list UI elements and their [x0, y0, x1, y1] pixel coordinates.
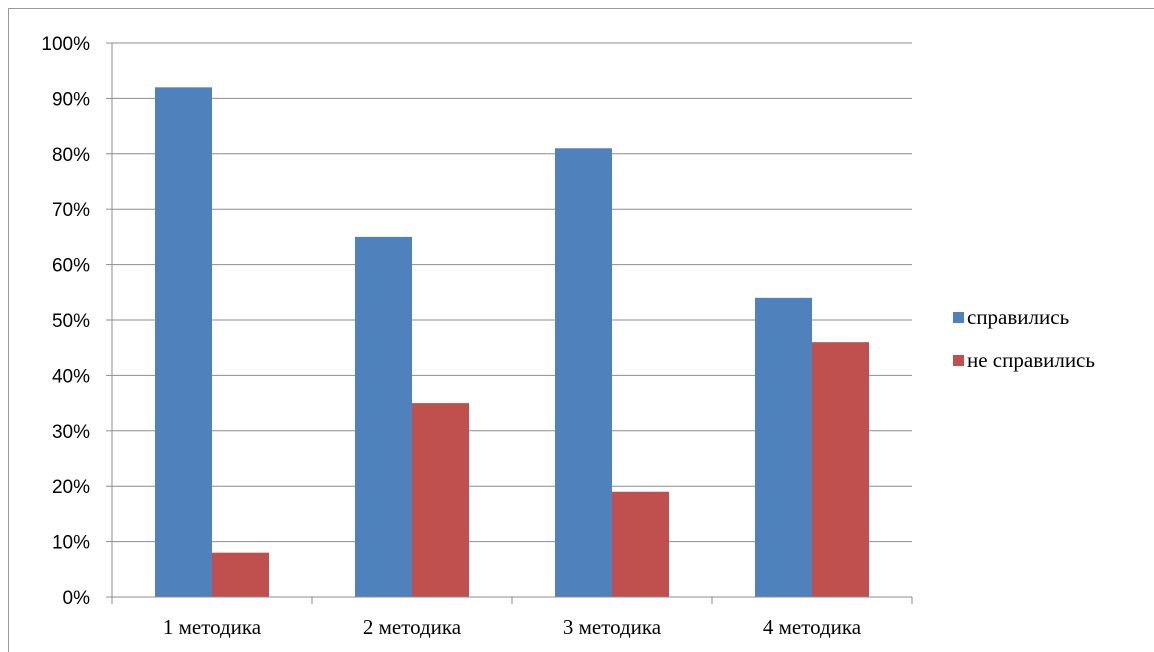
- legend-label: не справились: [967, 348, 1095, 372]
- x-tick-label: 3 методика: [563, 615, 662, 639]
- y-tick-label: 0%: [63, 588, 91, 609]
- x-tick-label: 1 методика: [163, 615, 262, 639]
- y-tick-label: 70%: [52, 200, 90, 221]
- bar-series2-4: [812, 342, 869, 597]
- legend-swatch: [953, 312, 964, 323]
- bar-series2-1: [212, 552, 269, 597]
- bar-series1-2: [355, 236, 412, 597]
- legend-swatch: [953, 355, 964, 366]
- bars: [155, 87, 869, 597]
- y-tick-label: 10%: [52, 533, 90, 554]
- bar-series1-4: [755, 297, 812, 597]
- bar-series2-2: [412, 403, 469, 597]
- x-tick-label: 4 методика: [763, 615, 862, 639]
- y-tick-label: 50%: [52, 311, 90, 332]
- y-tick-label: 100%: [41, 34, 90, 55]
- legend-label: справились: [967, 305, 1069, 329]
- bar-series1-1: [155, 87, 212, 597]
- y-tick-labels: 0% 10% 20% 30% 40% 50% 60% 70% 80% 90% 100%: [41, 34, 90, 609]
- x-tick-labels: 1 методика 2 методика 3 методика 4 методика: [163, 615, 862, 639]
- axes: [111, 43, 912, 598]
- y-tick-label: 30%: [52, 422, 90, 443]
- y-tick-label: 60%: [52, 256, 90, 277]
- y-tick-label: 20%: [52, 477, 90, 498]
- y-tick-label: 90%: [52, 89, 90, 110]
- bar-series2-3: [612, 491, 669, 597]
- x-tick-label: 2 методика: [363, 615, 462, 639]
- legend: справились не справились: [953, 305, 1095, 372]
- bar-series1-3: [555, 148, 612, 597]
- y-tick-label: 80%: [52, 145, 90, 166]
- y-tick-label: 40%: [52, 366, 90, 387]
